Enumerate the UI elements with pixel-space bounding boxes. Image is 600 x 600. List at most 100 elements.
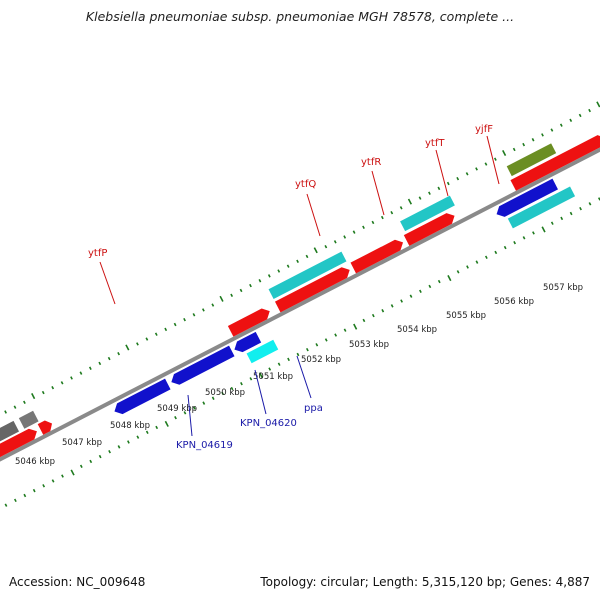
- minor-tick: [13, 405, 17, 409]
- pseudo-gene[interactable]: [18, 410, 39, 429]
- minor-tick: [418, 196, 422, 200]
- minor-tick: [41, 390, 45, 395]
- gene-yjff-arrow[interactable]: [403, 210, 457, 246]
- minor-tick: [437, 279, 441, 284]
- minor-tick: [390, 210, 394, 215]
- gene-label-ppa[interactable]: ppa: [304, 403, 323, 414]
- gene-arrow[interactable]: [494, 178, 558, 220]
- tick-label: 5047 kbp: [62, 438, 102, 448]
- gene-ppa-arrow[interactable]: [232, 331, 262, 355]
- major-tick: [313, 247, 318, 254]
- minor-tick: [399, 206, 403, 210]
- minor-tick: [324, 338, 328, 342]
- minor-tick: [484, 162, 488, 166]
- gene-arrow[interactable]: [37, 418, 55, 435]
- gene-label-ytfp[interactable]: ytfP: [88, 248, 107, 259]
- minor-tick: [315, 343, 319, 347]
- gene-kpn-04620-arrow[interactable]: [169, 345, 235, 388]
- rna-feature[interactable]: [246, 339, 279, 364]
- gene-labels-bottom: KPN_04619 KPN_04620 ppa: [176, 355, 323, 451]
- minor-tick: [42, 484, 46, 488]
- rna-feature[interactable]: [268, 251, 347, 299]
- minor-tick: [400, 299, 403, 303]
- minor-tick: [221, 391, 225, 396]
- gene-label-kpn-04620[interactable]: KPN_04620: [240, 418, 297, 429]
- major-tick: [502, 149, 507, 157]
- other-feature[interactable]: [506, 143, 557, 177]
- gene-label-yjff[interactable]: yjfF: [475, 124, 493, 135]
- tick-label: 5057 kbp: [543, 283, 583, 293]
- gene-ytfq-arrow[interactable]: [227, 306, 273, 337]
- gene-arrow[interactable]: [510, 132, 600, 191]
- gene-label-ytft[interactable]: ytfT: [425, 138, 445, 149]
- minor-tick: [343, 235, 347, 239]
- gene-label-ytfq[interactable]: ytfQ: [295, 179, 316, 190]
- minor-tick: [522, 142, 526, 147]
- minor-tick: [541, 133, 544, 137]
- tick-label: 5050 kbp: [205, 388, 245, 398]
- genome-summary-text: Topology: circular; Length: 5,315,120 bp…: [260, 575, 590, 589]
- minor-tick: [531, 138, 535, 142]
- minor-tick: [117, 445, 121, 449]
- minor-tick: [343, 328, 347, 332]
- major-tick: [407, 198, 413, 205]
- minor-tick: [503, 245, 507, 250]
- minor-tick: [136, 435, 140, 439]
- tick-label: 5054 kbp: [397, 325, 437, 335]
- major-tick: [164, 420, 169, 427]
- minor-tick: [371, 220, 375, 225]
- minor-tick: [277, 269, 281, 273]
- minor-tick: [202, 401, 206, 405]
- minor-tick: [428, 284, 432, 289]
- minor-tick: [371, 313, 375, 318]
- gene-ytft-arrow[interactable]: [350, 237, 406, 274]
- callout-line: [187, 394, 193, 437]
- minor-tick: [466, 265, 469, 269]
- major-tick: [70, 469, 75, 476]
- rna-feature[interactable]: [507, 186, 576, 229]
- minor-tick: [127, 440, 130, 444]
- minor-tick: [588, 202, 592, 206]
- callout-line: [306, 193, 321, 237]
- minor-tick: [88, 366, 92, 370]
- gene-label-kpn-04619[interactable]: KPN_04619: [176, 440, 233, 451]
- gene-kpn-04619-arrow[interactable]: [112, 378, 171, 417]
- minor-tick: [352, 230, 356, 234]
- minor-tick: [79, 371, 83, 375]
- minor-tick: [192, 406, 196, 410]
- minor-tick: [98, 361, 102, 366]
- minor-tick: [145, 430, 149, 434]
- reverse-strand-features: [112, 178, 576, 417]
- tick-label: 5053 kbp: [349, 340, 389, 350]
- minor-tick: [475, 260, 479, 264]
- rna-feature[interactable]: [400, 195, 455, 232]
- minor-tick: [296, 352, 300, 357]
- tick-label: 5055 kbp: [446, 311, 486, 321]
- callout-line: [371, 170, 385, 216]
- gene-ytfr-arrow[interactable]: [274, 265, 352, 313]
- minor-tick: [240, 381, 243, 386]
- minor-tick: [51, 479, 55, 483]
- minor-tick: [136, 342, 139, 346]
- minor-tick: [484, 255, 488, 259]
- minor-tick: [560, 216, 564, 221]
- gene-label-ytfr[interactable]: ytfR: [361, 157, 381, 168]
- scale-ticks-bottom: [4, 197, 600, 507]
- minor-tick: [230, 293, 234, 298]
- minor-tick: [465, 172, 469, 176]
- genome-backbone: [0, 26, 600, 581]
- minor-tick: [145, 337, 149, 341]
- minor-tick: [174, 416, 177, 420]
- minor-tick: [456, 176, 460, 181]
- forward-strand-features: [0, 132, 600, 532]
- minor-tick: [428, 191, 431, 195]
- minor-tick: [108, 450, 111, 454]
- minor-tick: [89, 459, 93, 464]
- minor-tick: [32, 488, 36, 493]
- minor-tick: [522, 236, 526, 240]
- tick-label: 5051 kbp: [253, 372, 293, 382]
- tick-label: 5048 kbp: [110, 421, 150, 431]
- gene-labels-top: ytfP ytfQ ytfR ytfT yjfF: [88, 124, 500, 305]
